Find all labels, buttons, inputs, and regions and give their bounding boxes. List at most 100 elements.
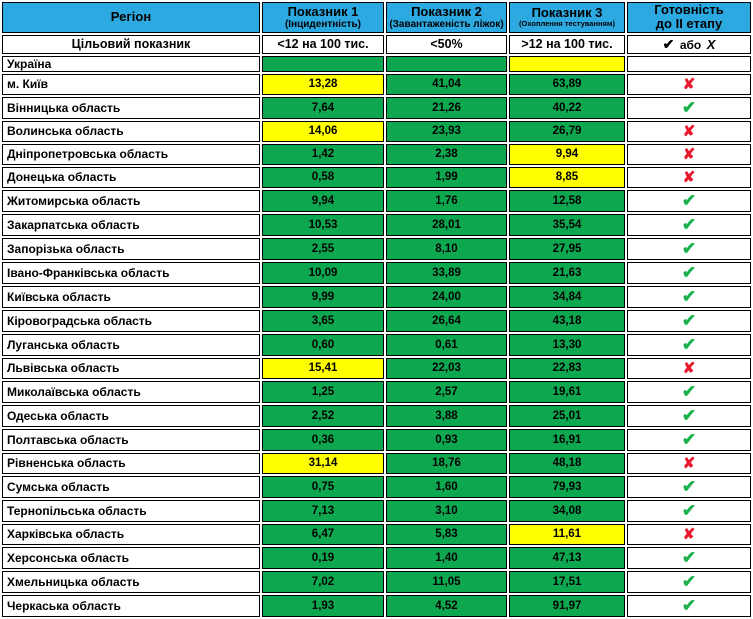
indicator3-cell: 34,08 [509, 499, 625, 522]
check-icon: ✔ [681, 214, 697, 234]
table-row: Закарпатська область 10,53 28,01 35,54 ✔ [2, 213, 751, 236]
table-row: Кіровоградська область 3,65 26,64 43,18 … [2, 309, 751, 332]
indicator2-cell: 21,26 [386, 96, 507, 119]
indicator3-cell: 79,93 [509, 475, 625, 498]
status-cell: ✘ [627, 452, 751, 474]
region-cell: Закарпатська область [2, 213, 260, 236]
check-icon: ✔ [662, 35, 677, 52]
header-readiness: Готовність до II етапу [627, 2, 751, 33]
indicator1-cell: 31,14 [262, 452, 384, 474]
indicator1-cell: 9,99 [262, 285, 384, 308]
region-cell: Донецька область [2, 166, 260, 188]
region-cell: Черкаська область [2, 594, 260, 617]
check-icon: ✔ [681, 190, 697, 210]
indicator1-cell: 7,13 [262, 499, 384, 522]
table-row: Хмельницька область 7,02 11,05 17,51 ✔ [2, 570, 751, 593]
indicator3-cell: 13,30 [509, 333, 625, 356]
check-icon: ✔ [681, 310, 697, 330]
cross-icon: ✘ [682, 168, 696, 186]
cross-icon: ✘ [682, 359, 696, 377]
indicator1-cell: 15,41 [262, 357, 384, 379]
header-row: Регіон Показник 1 (Інцидентність) Показн… [2, 2, 751, 33]
status-cell: ✔ [627, 594, 751, 617]
region-cell: Київська область [2, 285, 260, 308]
header-indicator2: Показник 2 (Завантаженість ліжок) [386, 2, 507, 33]
target-indicator3: >12 на 100 тис. [509, 34, 625, 54]
indicator1-cell: 0,36 [262, 428, 384, 451]
indicator1-cell [262, 55, 384, 72]
region-cell: Харківська область [2, 523, 260, 545]
cross-icon: ✘ [682, 525, 696, 543]
status-cell: ✘ [627, 143, 751, 165]
status-cell: ✔ [627, 213, 751, 236]
indicator3-cell: 25,01 [509, 404, 625, 427]
indicator2-cell: 28,01 [386, 213, 507, 236]
status-cell: ✔ [627, 96, 751, 119]
indicator1-cell: 10,53 [262, 213, 384, 236]
target-indicator1: <12 на 100 тис. [262, 34, 384, 54]
indicator2-cell [386, 55, 507, 72]
indicator1-cell: 6,47 [262, 523, 384, 545]
status-cell: ✔ [627, 237, 751, 260]
check-icon: ✔ [681, 500, 697, 520]
status-cell: ✔ [627, 428, 751, 451]
status-cell: ✔ [627, 475, 751, 498]
indicator3-cell: 17,51 [509, 570, 625, 593]
indicator2-cell: 1,60 [386, 475, 507, 498]
indicator3-cell: 19,61 [509, 380, 625, 403]
indicator2-cell: 3,10 [386, 499, 507, 522]
region-cell: Львівська область [2, 357, 260, 379]
header-indicator3: Показник 3 (Охоплення тестуванням) [509, 2, 625, 33]
indicator3-cell: 47,13 [509, 546, 625, 569]
header-indicator3-title: Показник 3 [531, 5, 603, 21]
check-icon: ✔ [681, 334, 697, 354]
region-cell: Сумська область [2, 475, 260, 498]
status-cell: ✔ [627, 546, 751, 569]
indicator3-cell: 27,95 [509, 237, 625, 260]
status-cell: ✔ [627, 309, 751, 332]
indicator2-cell: 41,04 [386, 73, 507, 95]
region-cell: Житомирська область [2, 189, 260, 212]
indicator3-cell: 12,58 [509, 189, 625, 212]
target-indicator2: <50% [386, 34, 507, 54]
status-cell: ✘ [627, 523, 751, 545]
table-row: Миколаївська область 1,25 2,57 19,61 ✔ [2, 380, 751, 403]
status-cell: ✔ [627, 380, 751, 403]
indicator1-cell: 2,52 [262, 404, 384, 427]
indicator1-cell: 13,28 [262, 73, 384, 95]
check-icon: ✔ [681, 547, 697, 567]
indicator2-cell: 18,76 [386, 452, 507, 474]
target-status: ✔ або Х [627, 34, 751, 54]
table-row: Івано-Франківська область 10,09 33,89 21… [2, 261, 751, 284]
indicator1-cell: 1,93 [262, 594, 384, 617]
indicator2-cell: 4,52 [386, 594, 507, 617]
table-row: Дніпропетровська область 1,42 2,38 9,94 … [2, 143, 751, 165]
indicator1-cell: 3,65 [262, 309, 384, 332]
table-row: Черкаська область 1,93 4,52 91,97 ✔ [2, 594, 751, 617]
indicator3-cell: 22,83 [509, 357, 625, 379]
header-indicator1: Показник 1 (Інцидентність) [262, 2, 384, 33]
header-indicator2-subtitle: (Завантаженість ліжок) [389, 18, 504, 30]
target-status-or: або [679, 37, 702, 52]
indicator2-cell: 33,89 [386, 261, 507, 284]
indicator3-cell: 35,54 [509, 213, 625, 236]
indicator2-cell: 23,93 [386, 120, 507, 142]
indicator3-cell: 43,18 [509, 309, 625, 332]
table-row: Україна [2, 55, 751, 72]
indicator3-cell: 40,22 [509, 96, 625, 119]
check-icon: ✔ [681, 429, 697, 449]
header-region-label: Регіон [110, 9, 152, 25]
indicator1-cell: 0,60 [262, 333, 384, 356]
region-cell: Кіровоградська область [2, 309, 260, 332]
indicator2-cell: 22,03 [386, 357, 507, 379]
indicator1-cell: 1,25 [262, 380, 384, 403]
table-row: Рівненська область 31,14 18,76 48,18 ✘ [2, 452, 751, 474]
cross-icon: ✘ [682, 75, 696, 93]
region-cell: Івано-Франківська область [2, 261, 260, 284]
indicator3-cell: 63,89 [509, 73, 625, 95]
indicator3-cell: 8,85 [509, 166, 625, 188]
table-row: Одеська область 2,52 3,88 25,01 ✔ [2, 404, 751, 427]
cross-icon: ✘ [682, 454, 696, 472]
